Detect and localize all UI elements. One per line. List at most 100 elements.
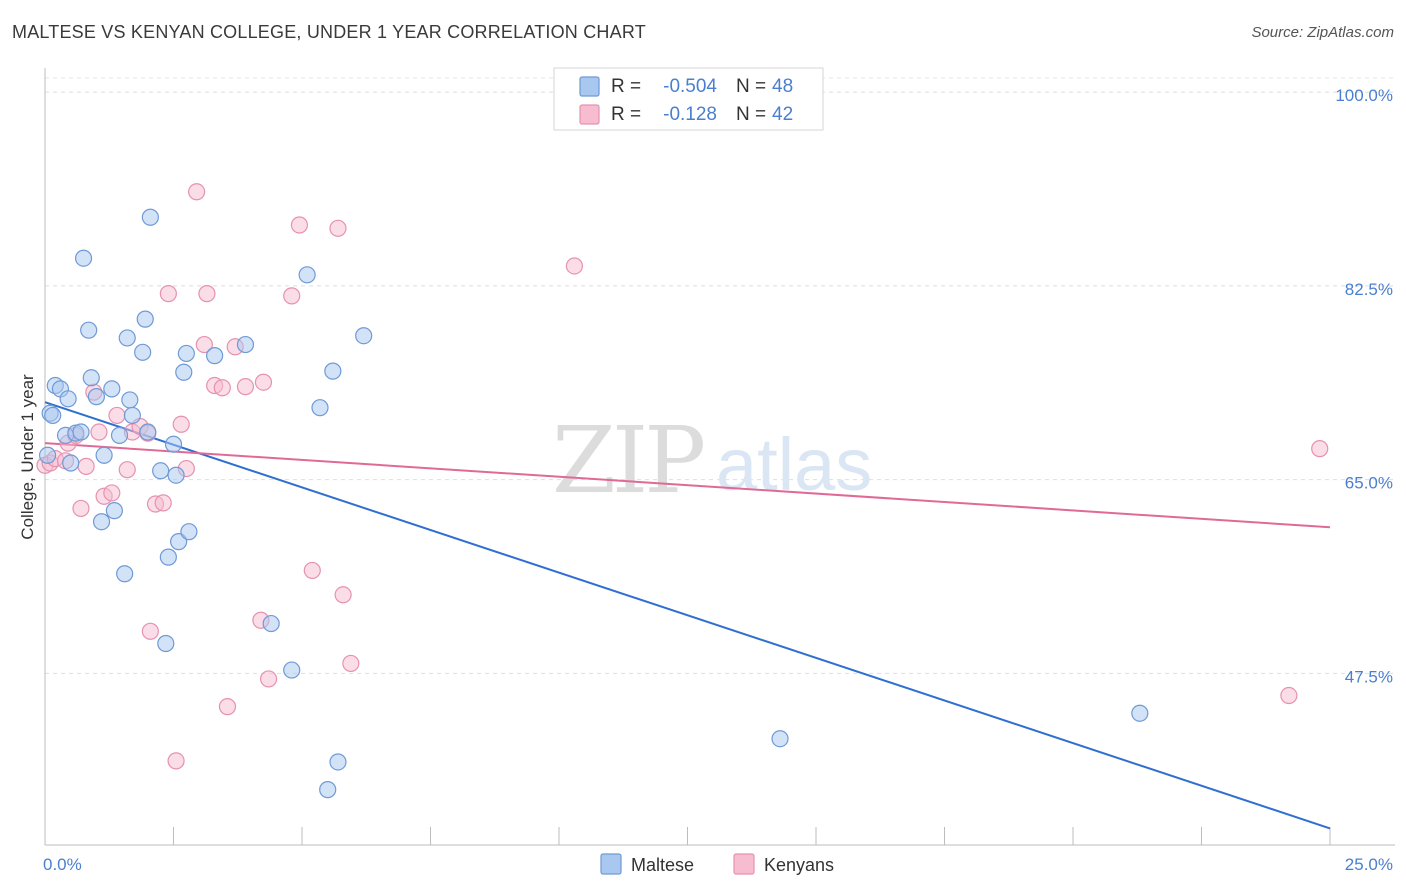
maltese-point bbox=[95, 446, 113, 464]
watermark-zip: ZIP bbox=[552, 407, 703, 514]
kenyan-legend-label: Kenyans bbox=[764, 855, 834, 875]
maltese-point bbox=[80, 321, 98, 339]
y-tick-label: 65.0% bbox=[1345, 474, 1393, 493]
y-tick-label: 100.0% bbox=[1335, 86, 1393, 105]
maltese-point bbox=[72, 423, 90, 441]
kenyan-point bbox=[259, 670, 278, 688]
kenyan-point bbox=[141, 622, 159, 640]
kenyan-point bbox=[1280, 686, 1298, 705]
maltese-point bbox=[771, 730, 789, 748]
kenyan-point bbox=[283, 287, 301, 305]
data-points bbox=[36, 183, 1329, 799]
x-tick-label-min: 0.0% bbox=[43, 855, 82, 874]
maltese-point bbox=[170, 533, 188, 551]
kenyan-n-value: 42 bbox=[772, 104, 793, 125]
kenyan-point bbox=[118, 461, 136, 479]
legend: Maltese Kenyans bbox=[600, 853, 834, 875]
maltese-point bbox=[180, 523, 198, 541]
maltese-point bbox=[118, 329, 136, 347]
maltese-point bbox=[157, 634, 175, 653]
maltese-point bbox=[38, 446, 57, 464]
maltese-point bbox=[311, 399, 329, 417]
kenyan-point bbox=[154, 494, 172, 512]
maltese-r-value: -0.504 bbox=[663, 76, 717, 97]
kenyan-point bbox=[303, 561, 321, 580]
maltese-point bbox=[152, 462, 170, 480]
y-tick-label: 47.5% bbox=[1345, 667, 1393, 686]
kenyan-trend-line bbox=[44, 442, 1331, 529]
maltese-stats-swatch bbox=[579, 76, 600, 97]
y-tick-label: 82.5% bbox=[1345, 280, 1393, 299]
y-axis-label: College, Under 1 year bbox=[18, 374, 37, 540]
maltese-point bbox=[62, 454, 80, 472]
maltese-point bbox=[262, 614, 280, 633]
maltese-point bbox=[123, 406, 141, 425]
kenyan-point bbox=[195, 335, 213, 354]
maltese-n-value: 48 bbox=[772, 76, 793, 97]
kenyan-point bbox=[77, 457, 95, 475]
maltese-point bbox=[134, 343, 152, 361]
kenyan-point bbox=[565, 257, 584, 275]
maltese-point bbox=[159, 548, 177, 566]
kenyan-point bbox=[167, 752, 185, 770]
kenyan-point bbox=[254, 373, 273, 391]
kenyan-r-value: -0.128 bbox=[663, 104, 717, 125]
kenyan-point bbox=[159, 285, 177, 303]
maltese-point bbox=[141, 208, 159, 226]
maltese-point bbox=[105, 502, 123, 520]
kenyan-point bbox=[334, 586, 352, 604]
kenyan-point bbox=[198, 285, 216, 303]
trend-lines bbox=[44, 401, 1331, 830]
maltese-trend-line bbox=[44, 401, 1331, 830]
kenyan-point bbox=[103, 484, 121, 502]
kenyan-point bbox=[108, 406, 126, 425]
kenyan-point bbox=[329, 219, 347, 237]
maltese-point bbox=[319, 781, 337, 799]
chart-source: Source: ZipAtlas.com bbox=[1251, 24, 1394, 41]
x-tick-label-max: 25.0% bbox=[1345, 855, 1393, 874]
kenyan-point bbox=[90, 423, 108, 441]
maltese-point bbox=[298, 266, 316, 284]
gridlines bbox=[45, 77, 1395, 674]
stats-r-label: R = bbox=[611, 104, 641, 125]
maltese-point bbox=[236, 335, 255, 354]
maltese-point bbox=[167, 466, 185, 484]
maltese-point bbox=[164, 435, 183, 453]
kenyan-point bbox=[236, 378, 255, 396]
kenyan-point bbox=[290, 216, 309, 234]
kenyan-point bbox=[218, 698, 237, 716]
stats-r-label: R = bbox=[611, 76, 641, 97]
maltese-point bbox=[110, 426, 129, 444]
kenyan-point bbox=[188, 183, 206, 201]
kenyan-point bbox=[1311, 440, 1329, 458]
kenyan-stats-swatch bbox=[579, 104, 600, 125]
kenyan-point bbox=[172, 415, 190, 433]
kenyan-point bbox=[72, 499, 90, 518]
maltese-point bbox=[329, 753, 347, 771]
stats-n-label: N = bbox=[736, 76, 766, 97]
axes: 47.5% 65.0% 82.5% 100.0% 0.0% 25.0% College, U… bbox=[18, 68, 1395, 874]
maltese-point bbox=[116, 565, 134, 583]
chart-title: MALTESE VS KENYAN COLLEGE, UNDER 1 YEAR … bbox=[12, 22, 646, 42]
kenyan-legend-swatch bbox=[733, 853, 755, 875]
maltese-point bbox=[59, 390, 77, 408]
stats-box: R = -0.504 N = 48 R = -0.128 N = 42 bbox=[553, 67, 824, 131]
maltese-point bbox=[283, 661, 301, 679]
maltese-point bbox=[355, 327, 373, 345]
maltese-legend-swatch bbox=[600, 853, 622, 875]
maltese-point bbox=[177, 344, 195, 363]
maltese-point bbox=[92, 513, 111, 531]
kenyan-point bbox=[213, 379, 231, 397]
maltese-point bbox=[1131, 704, 1149, 722]
maltese-point bbox=[82, 369, 100, 387]
maltese-point bbox=[206, 347, 224, 365]
maltese-point bbox=[324, 362, 342, 380]
maltese-legend-label: Maltese bbox=[631, 855, 694, 875]
watermark-atlas: atlas bbox=[716, 423, 872, 506]
maltese-point bbox=[74, 249, 93, 267]
kenyan-point bbox=[342, 654, 360, 673]
stats-n-label: N = bbox=[736, 104, 766, 125]
maltese-point bbox=[87, 388, 106, 406]
maltese-point bbox=[136, 310, 154, 328]
